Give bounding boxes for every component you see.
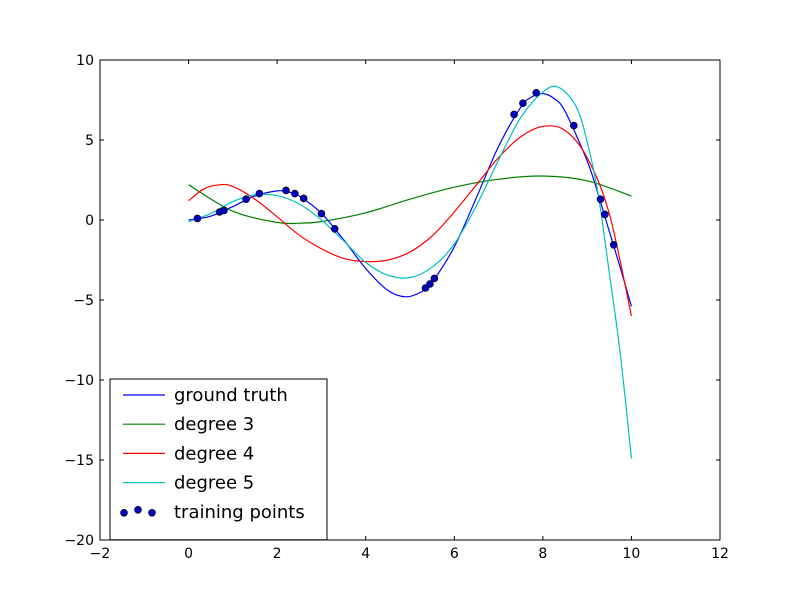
point-training-points-11 [426, 280, 434, 288]
legend-label-degree-3: degree 3 [174, 414, 254, 435]
series-line-degree-4 [188, 125, 633, 317]
point-training-points-9 [330, 225, 339, 233]
x-tick-label-6: 10 [623, 546, 641, 562]
legend-label-degree-4: degree 4 [174, 443, 254, 464]
point-training-points-8 [317, 209, 326, 218]
legend-label-degree-5: degree 5 [174, 473, 254, 494]
y-tick-label-0: −20 [64, 533, 94, 549]
point-training-points-4 [255, 189, 264, 198]
x-tick-label-7: 12 [711, 546, 729, 562]
x-tick-label-5: 8 [538, 546, 547, 562]
y-tick-label-3: −5 [73, 293, 94, 309]
x-tick-label-4: 6 [450, 546, 459, 562]
legend-swatch-training-points-0 [120, 508, 128, 517]
point-training-points-3 [242, 195, 250, 203]
legend: ground truth degree 3 degree 4 degree 5 trai… [109, 378, 328, 541]
x-tick-label-1: 0 [184, 546, 193, 562]
legend-label-training-points: training points [174, 502, 305, 523]
y-tick-label-6: 10 [76, 53, 94, 69]
point-training-points-16 [570, 121, 578, 130]
y-tick-label-5: 5 [85, 133, 94, 149]
x-tick-label-0: −2 [90, 546, 111, 562]
point-training-points-13 [510, 110, 518, 119]
x-tick-label-3: 4 [361, 546, 370, 562]
y-tick-label-2: −10 [64, 373, 94, 389]
point-training-points-2 [220, 206, 228, 215]
point-training-points-12 [430, 274, 439, 283]
legend-box [109, 378, 328, 541]
series-line-degree-5 [188, 85, 633, 459]
point-training-points-14 [519, 99, 527, 107]
legend-label-ground-truth: ground truth [174, 385, 288, 406]
point-training-points-5 [282, 186, 290, 195]
point-training-points-7 [299, 194, 308, 203]
point-training-points-18 [601, 210, 609, 219]
y-tick-label-4: 0 [85, 213, 94, 229]
point-training-points-19 [609, 241, 618, 249]
point-training-points-17 [596, 195, 605, 203]
point-training-points-6 [291, 189, 299, 198]
series-line-degree-3 [188, 175, 632, 225]
x-tick-label-2: 2 [273, 546, 282, 562]
legend-swatch-training-points-2 [148, 508, 156, 517]
legend-swatch-training-points-1 [134, 505, 142, 514]
point-training-points-15 [532, 89, 541, 97]
series-layer [188, 85, 633, 459]
point-training-points-0 [193, 214, 202, 223]
y-tick-label-1: −15 [64, 453, 94, 469]
